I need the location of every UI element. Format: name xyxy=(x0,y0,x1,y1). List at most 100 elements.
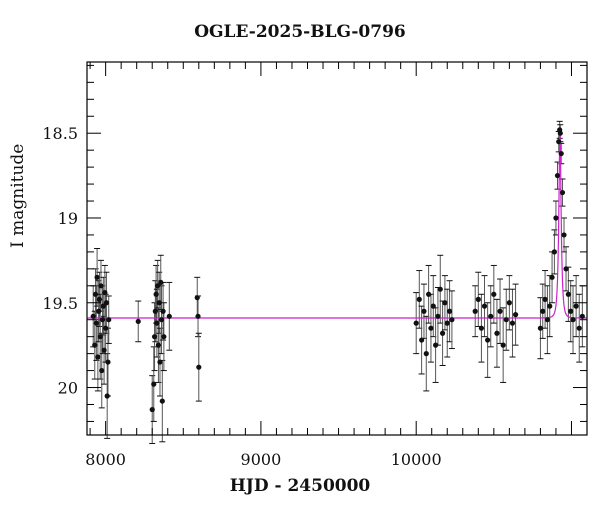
data-point xyxy=(558,150,564,157)
data-point xyxy=(506,300,512,306)
data-point xyxy=(154,320,160,326)
data-point xyxy=(160,308,166,314)
data-point xyxy=(579,313,585,319)
x-tick-label: 10000 xyxy=(391,450,442,469)
data-point xyxy=(99,367,105,374)
data-point xyxy=(570,317,576,323)
data-point xyxy=(494,330,500,336)
y-tick-label: 20 xyxy=(58,379,78,398)
data-point xyxy=(151,334,158,340)
data-point xyxy=(439,330,446,336)
data-point xyxy=(419,337,425,343)
data-point xyxy=(196,364,202,370)
data-point xyxy=(194,295,200,301)
data-point xyxy=(98,283,104,289)
x-tick-label: 8000 xyxy=(85,450,126,469)
data-point xyxy=(153,291,159,297)
data-point xyxy=(149,406,155,413)
data-point xyxy=(95,354,101,360)
plot-frame xyxy=(86,61,588,436)
data-point xyxy=(100,303,106,309)
data-point xyxy=(437,286,443,292)
data-point xyxy=(544,317,551,323)
data-point xyxy=(423,351,429,357)
data-point xyxy=(442,300,448,306)
data-point xyxy=(547,303,553,309)
x-tick-label: 9000 xyxy=(241,450,282,469)
data-point xyxy=(481,303,488,309)
data-point xyxy=(576,325,582,331)
data-point xyxy=(559,189,566,196)
data-point xyxy=(509,320,516,326)
data-point xyxy=(478,325,485,331)
data-point xyxy=(152,308,158,314)
data-point xyxy=(563,266,569,272)
data-point xyxy=(573,303,579,309)
data-point xyxy=(159,398,165,404)
data-point xyxy=(554,172,561,179)
data-point xyxy=(491,291,497,297)
data-point xyxy=(92,291,99,297)
data-point xyxy=(96,308,102,314)
error-bars xyxy=(90,120,586,444)
data-point xyxy=(92,342,98,348)
data-point xyxy=(96,296,103,302)
data-point xyxy=(430,303,436,309)
data-point xyxy=(537,325,544,331)
chart-title: OGLE-2025-BLG-0796 xyxy=(194,22,406,42)
data-point xyxy=(421,308,427,314)
data-point xyxy=(101,347,107,353)
data-point xyxy=(512,312,519,318)
data-point xyxy=(485,337,491,343)
x-axis-label: HJD - 2450000 xyxy=(229,476,371,496)
data-point xyxy=(166,313,172,319)
data-point xyxy=(426,291,432,297)
data-point xyxy=(93,320,99,326)
data-point xyxy=(449,317,455,323)
data-point xyxy=(503,317,509,323)
data-point xyxy=(161,334,167,340)
data-point xyxy=(103,325,109,331)
data-point xyxy=(568,308,574,314)
data-point xyxy=(416,296,422,302)
data-point xyxy=(475,296,481,302)
data-point xyxy=(99,317,106,323)
data-point xyxy=(103,300,110,306)
data-point xyxy=(158,317,165,323)
data-point xyxy=(561,232,567,238)
data-point xyxy=(557,130,563,136)
data-point xyxy=(195,313,201,319)
data-point xyxy=(497,308,503,314)
y-tick-label: 19 xyxy=(58,209,78,228)
data-point xyxy=(106,317,112,323)
data-point xyxy=(158,279,164,286)
data-point xyxy=(413,320,419,326)
data-point xyxy=(551,249,557,255)
data-point xyxy=(94,274,100,280)
data-point xyxy=(553,215,559,221)
data-point xyxy=(433,342,439,348)
data-point xyxy=(428,325,434,331)
y-tick-label: 19.5 xyxy=(42,294,78,313)
data-point xyxy=(556,139,562,145)
y-tick-label: 18.5 xyxy=(42,124,78,143)
data-point xyxy=(135,318,141,325)
axis-ticks: 8000 9000 10000 18.5 19 19.5 20 xyxy=(42,62,588,469)
data-point xyxy=(540,308,546,314)
data-point xyxy=(105,359,111,365)
data-point xyxy=(446,308,453,314)
data-points xyxy=(90,127,585,413)
data-point xyxy=(157,359,163,365)
data-point xyxy=(542,296,548,302)
data-point xyxy=(488,313,494,319)
data-point xyxy=(102,289,108,296)
data-point xyxy=(97,334,103,340)
data-point xyxy=(104,393,110,399)
data-point xyxy=(155,342,162,348)
data-point xyxy=(156,300,162,306)
data-point xyxy=(500,342,506,348)
data-point xyxy=(472,308,478,314)
data-point xyxy=(90,313,96,319)
data-point xyxy=(155,283,161,289)
